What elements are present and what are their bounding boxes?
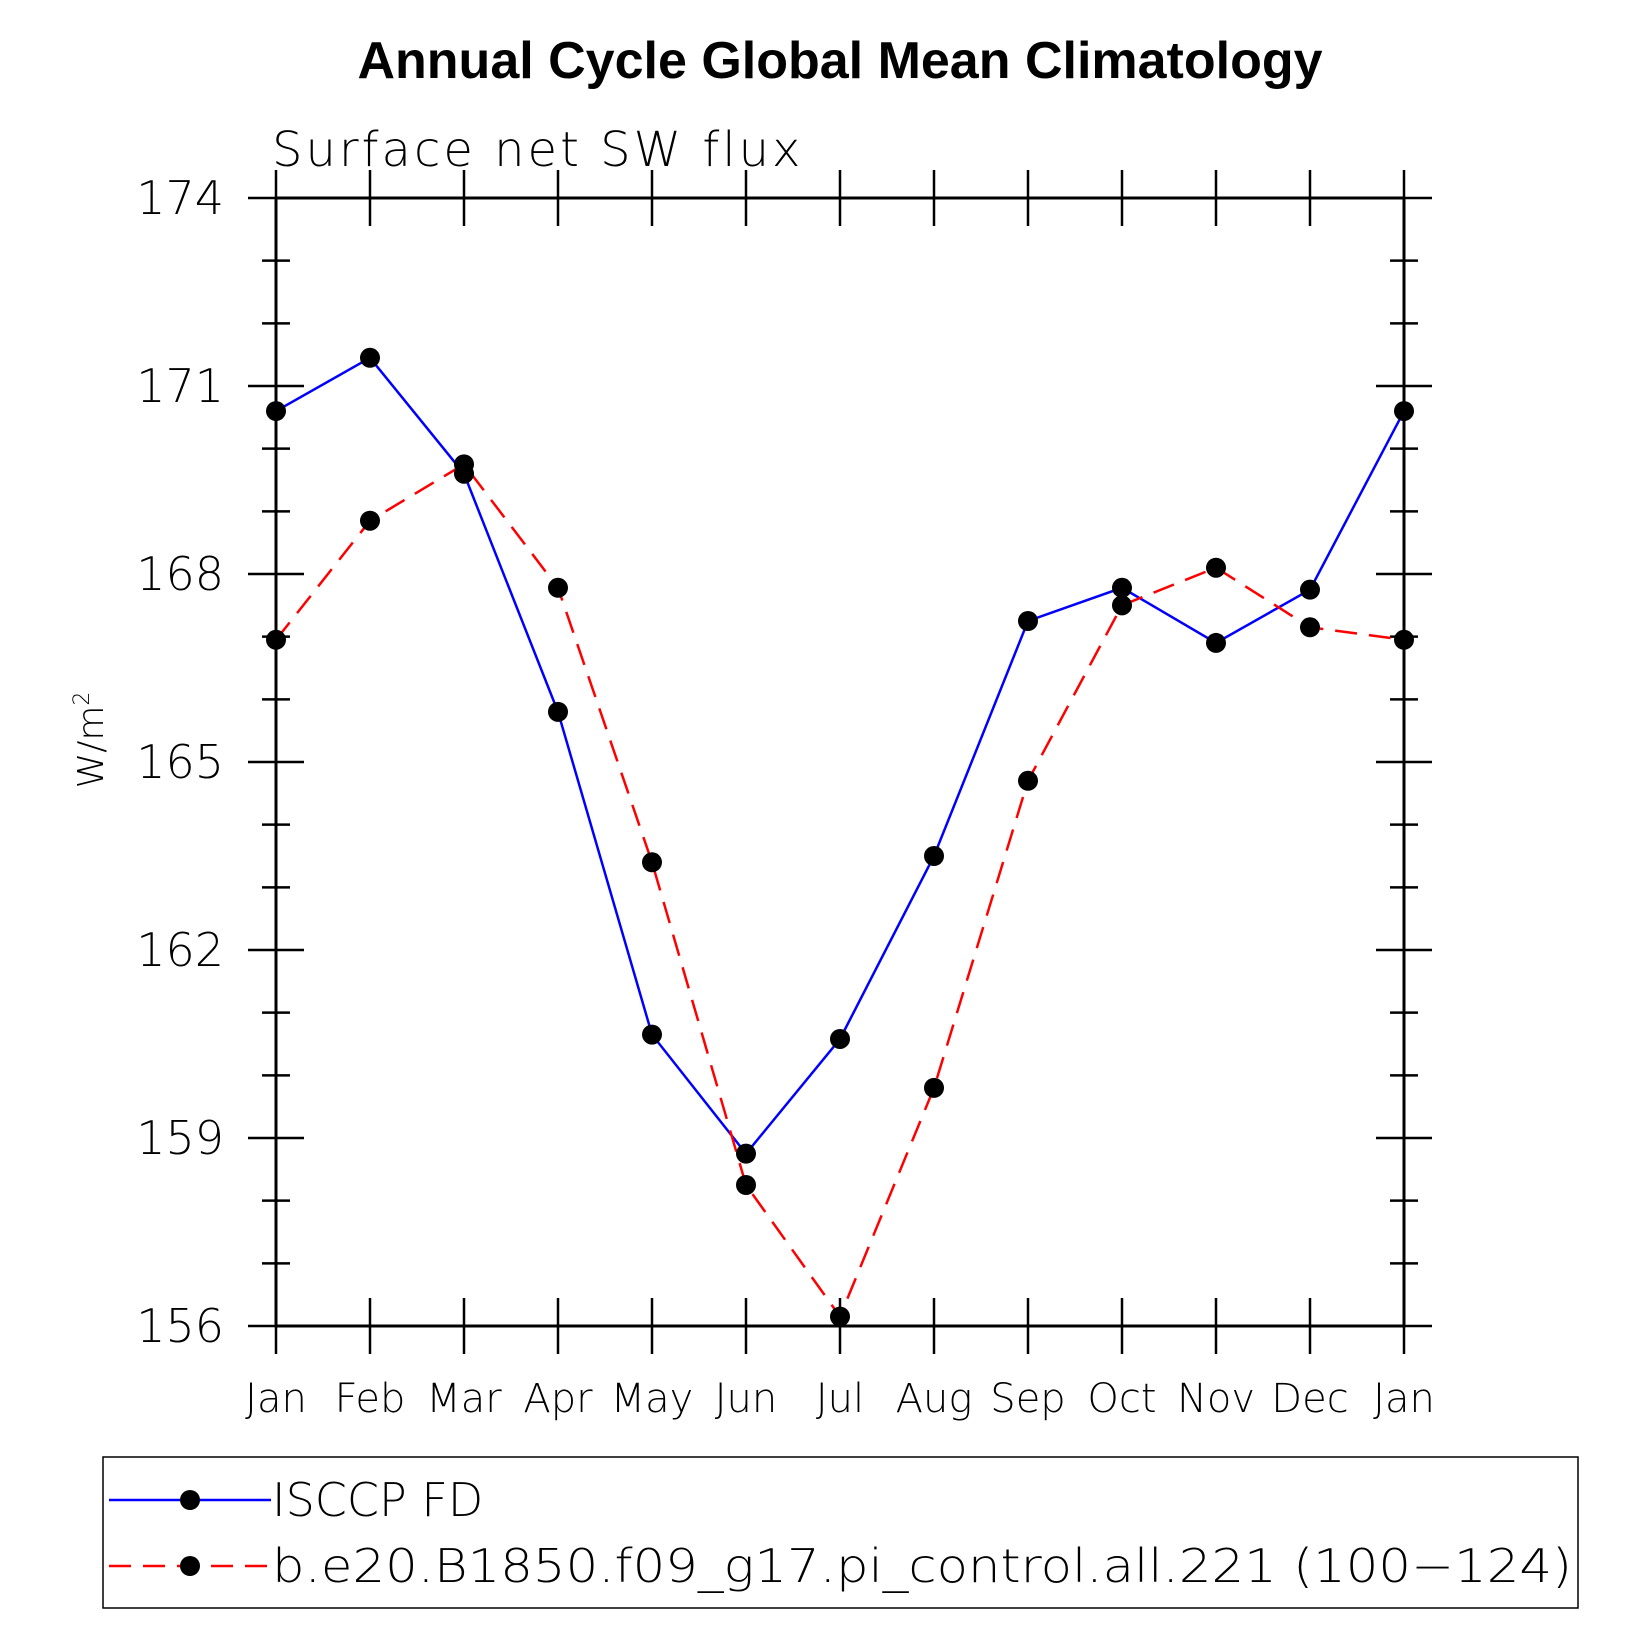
data-point-series-1 <box>1206 632 1226 653</box>
series-line-2 <box>275 462 1405 1320</box>
x-tick-labels: Jan Feb Mar Apr May Jun Jul Aug Sep Oct Nov Dec Jan <box>245 1376 1435 1422</box>
data-point-series-2 <box>1300 617 1320 638</box>
series-layer <box>266 347 1414 1327</box>
data-point-series-1 <box>830 1028 850 1049</box>
data-point-series-1 <box>548 701 568 722</box>
data-point-series-1 <box>736 1143 756 1164</box>
legend-entry-2: b.e20.B1850.f09_g17.pi_control.all.221 (… <box>109 1539 1572 1593</box>
y-tick-label: 171 <box>136 359 224 413</box>
legend-label-2: b.e20.B1850.f09_g17.pi_control.all.221 (… <box>272 1539 1572 1593</box>
x-tick-label: Jun <box>715 1376 778 1422</box>
data-point-series-2 <box>360 510 380 531</box>
chart-subtitle: Surface net SW flux <box>272 122 803 178</box>
x-tick-label: Mar <box>426 1376 502 1422</box>
x-tick-label: Aug <box>896 1376 973 1422</box>
x-tick-label: Oct <box>1087 1376 1156 1422</box>
y-tick-label: 159 <box>136 1111 224 1165</box>
x-tick-label: Sep <box>990 1376 1065 1422</box>
data-point-series-2 <box>1018 770 1038 791</box>
data-point-series-2 <box>454 454 474 475</box>
chart-title: Annual Cycle Global Mean Climatology <box>357 32 1322 90</box>
data-point-series-1 <box>1300 579 1320 600</box>
data-point-series-2 <box>1206 557 1226 578</box>
data-point-series-2 <box>924 1077 944 1098</box>
y-tick-label: 165 <box>136 735 224 789</box>
legend-box <box>102 1456 1579 1609</box>
y-axis-label: W/m2 <box>70 692 112 789</box>
data-point-series-1 <box>1394 401 1414 422</box>
legend-entry-1: ISCCP FD <box>109 1473 483 1527</box>
data-point-series-2 <box>548 577 568 598</box>
axis-ticks <box>248 170 1432 1354</box>
data-point-series-1 <box>360 347 380 368</box>
data-point-series-2 <box>1394 629 1414 650</box>
data-point-series-2 <box>1112 595 1132 616</box>
legend-label-1: ISCCP FD <box>272 1473 483 1527</box>
data-point-series-1 <box>1018 611 1038 631</box>
legend-marker-1 <box>180 1490 200 1510</box>
x-tick-label: Feb <box>335 1376 406 1422</box>
plot-frame <box>274 196 1406 1328</box>
x-tick-label: May <box>611 1376 694 1422</box>
data-point-series-2 <box>266 629 286 650</box>
x-tick-label: Jul <box>816 1376 864 1422</box>
y-tick-label: 168 <box>136 547 224 601</box>
y-tick-label: 174 <box>136 171 224 225</box>
y-tick-label: 162 <box>136 923 224 977</box>
y-tick-labels: 156 159 162 165 168 171 174 <box>136 171 224 1353</box>
y-axis-label-text: W/m <box>71 706 112 789</box>
y-tick-label: 156 <box>136 1299 224 1353</box>
legend-marker-2 <box>180 1556 200 1576</box>
data-point-series-2 <box>642 852 662 873</box>
y-axis-label-superscript: 2 <box>70 692 95 706</box>
x-tick-label: Apr <box>523 1376 593 1422</box>
data-point-series-1 <box>924 846 944 866</box>
x-tick-label: Dec <box>1271 1376 1348 1422</box>
x-tick-label: Jan <box>1373 1376 1435 1422</box>
x-tick-label: Nov <box>1177 1376 1255 1422</box>
data-point-series-1 <box>266 401 286 422</box>
data-point-series-2 <box>736 1175 756 1195</box>
data-point-series-1 <box>642 1024 662 1045</box>
x-tick-label: Jan <box>245 1376 307 1422</box>
data-point-series-1 <box>1112 577 1132 598</box>
svg-text:W/m2: W/m2 <box>70 692 112 789</box>
data-point-series-2 <box>830 1306 850 1327</box>
